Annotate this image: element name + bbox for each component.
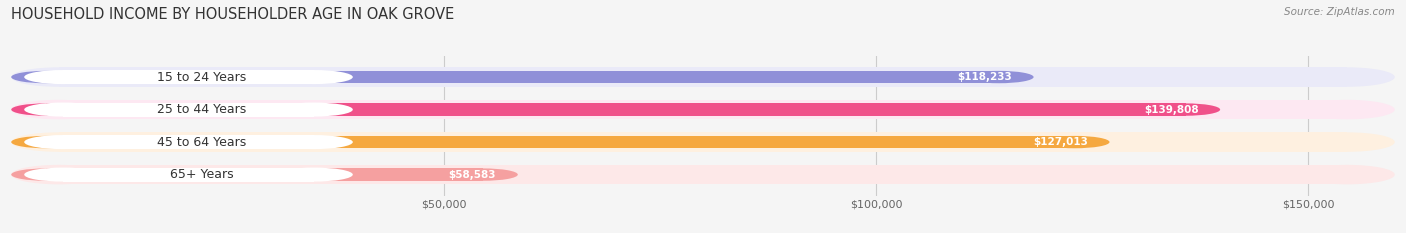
Ellipse shape: [11, 103, 80, 116]
Ellipse shape: [11, 132, 107, 152]
Ellipse shape: [276, 135, 353, 149]
Bar: [63, 70, 314, 84]
Ellipse shape: [24, 168, 103, 182]
Text: $139,808: $139,808: [1144, 105, 1198, 115]
Text: Source: ZipAtlas.com: Source: ZipAtlas.com: [1284, 7, 1395, 17]
Bar: [59, 165, 1347, 184]
Ellipse shape: [1152, 103, 1220, 116]
Ellipse shape: [449, 168, 517, 181]
Text: 25 to 44 Years: 25 to 44 Years: [157, 103, 246, 116]
Bar: [63, 135, 314, 149]
Ellipse shape: [24, 70, 103, 84]
Ellipse shape: [11, 67, 107, 87]
Bar: [59, 67, 1347, 87]
Text: $127,013: $127,013: [1033, 137, 1088, 147]
Bar: [63, 103, 314, 116]
Ellipse shape: [1299, 165, 1395, 184]
Ellipse shape: [11, 136, 80, 148]
Ellipse shape: [11, 165, 107, 184]
Bar: [59, 100, 1347, 119]
Ellipse shape: [1040, 136, 1109, 148]
Ellipse shape: [24, 135, 103, 149]
Bar: [46, 168, 484, 181]
Text: 15 to 24 Years: 15 to 24 Years: [157, 71, 246, 84]
Ellipse shape: [276, 168, 353, 182]
Text: $118,233: $118,233: [957, 72, 1012, 82]
Ellipse shape: [24, 103, 103, 116]
Ellipse shape: [1299, 67, 1395, 87]
Ellipse shape: [11, 100, 107, 119]
Ellipse shape: [11, 71, 80, 83]
Text: $58,583: $58,583: [449, 170, 496, 180]
Bar: [46, 71, 1000, 83]
Ellipse shape: [276, 70, 353, 84]
Bar: [46, 103, 1185, 116]
Ellipse shape: [965, 71, 1033, 83]
Ellipse shape: [1299, 132, 1395, 152]
Bar: [46, 136, 1076, 148]
Ellipse shape: [276, 103, 353, 116]
Bar: [59, 132, 1347, 152]
Ellipse shape: [11, 168, 80, 181]
Ellipse shape: [1299, 100, 1395, 119]
Text: HOUSEHOLD INCOME BY HOUSEHOLDER AGE IN OAK GROVE: HOUSEHOLD INCOME BY HOUSEHOLDER AGE IN O…: [11, 7, 454, 22]
Text: 65+ Years: 65+ Years: [170, 168, 233, 181]
Text: 45 to 64 Years: 45 to 64 Years: [157, 136, 246, 149]
Bar: [63, 168, 314, 182]
